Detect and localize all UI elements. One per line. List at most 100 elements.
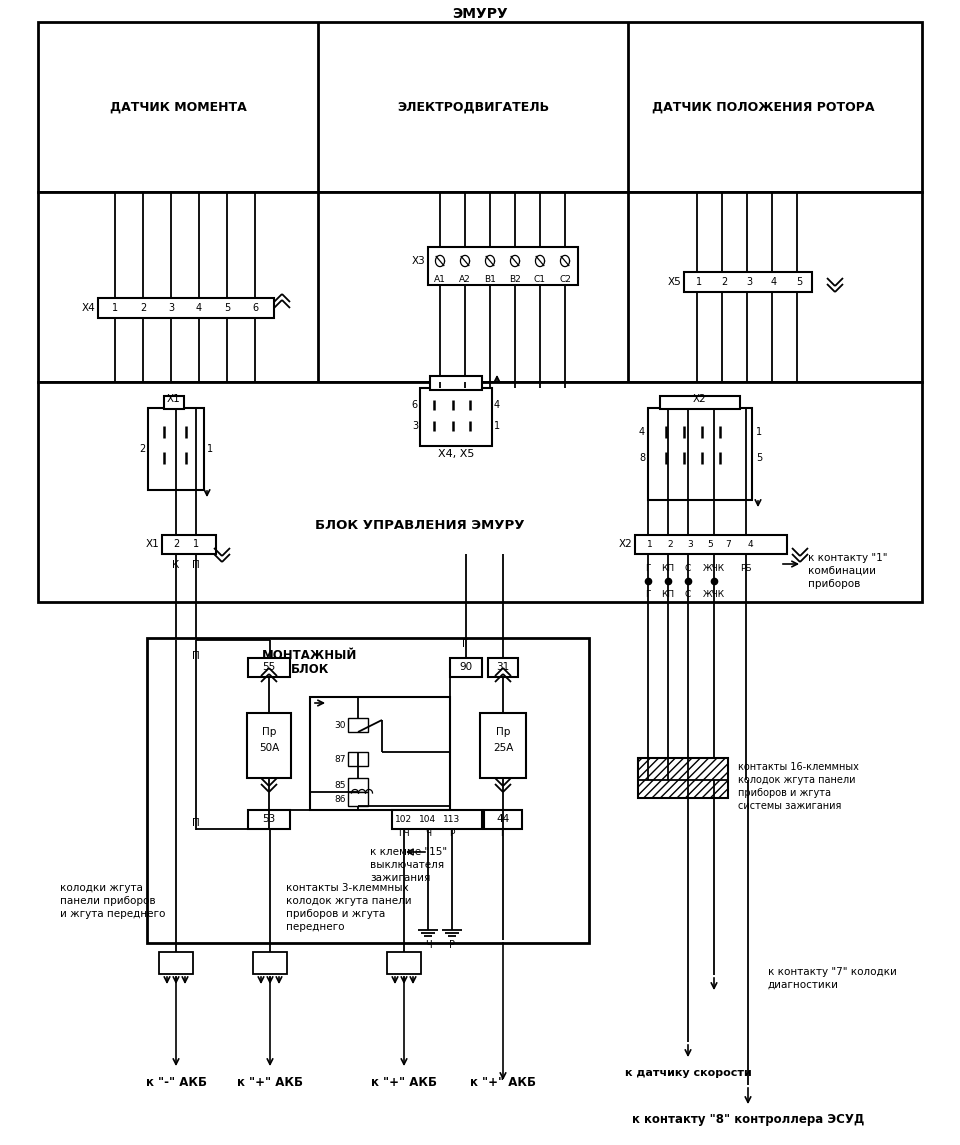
Text: C2: C2 (559, 275, 571, 284)
Text: 5: 5 (224, 303, 230, 313)
Text: 2: 2 (139, 444, 145, 455)
Text: Х1: Х1 (167, 394, 180, 404)
Text: ЭМУРУ: ЭМУРУ (452, 7, 508, 21)
Text: 5: 5 (796, 277, 803, 287)
Bar (162, 535, 216, 554)
Text: 31: 31 (496, 662, 510, 672)
Text: 1: 1 (494, 421, 500, 431)
Text: C1: C1 (534, 275, 546, 284)
Bar (638, 758, 728, 798)
Text: Ч: Ч (425, 829, 431, 837)
Text: колодок жгута панели: колодок жгута панели (738, 775, 855, 785)
Bar (248, 810, 290, 829)
Bar (348, 752, 368, 766)
Bar (38, 22, 922, 192)
Text: Х2: Х2 (618, 539, 632, 548)
Text: 85: 85 (334, 781, 346, 790)
Text: Х4, Х5: Х4, Х5 (438, 449, 474, 459)
Bar (348, 718, 368, 732)
Text: Х2: Х2 (693, 394, 707, 404)
Text: к контакту "7" колодки: к контакту "7" колодки (768, 968, 897, 977)
Text: ЖЧК: ЖЧК (703, 563, 725, 572)
Text: ДАТЧИК ПОЛОЖЕНИЯ РОТОРА: ДАТЧИК ПОЛОЖЕНИЯ РОТОРА (652, 101, 875, 113)
Text: Р: Р (449, 829, 455, 837)
Text: ЭЛЕКТРОДВИГАТЕЛЬ: ЭЛЕКТРОДВИГАТЕЛЬ (396, 101, 549, 113)
Text: БЛОК: БЛОК (291, 663, 329, 676)
Text: Х3: Х3 (411, 256, 425, 266)
Bar (38, 192, 922, 382)
Text: КП: КП (661, 563, 675, 572)
Text: ЖЧК: ЖЧК (703, 590, 725, 599)
Text: С: С (684, 563, 691, 572)
Text: 1: 1 (112, 303, 118, 313)
Text: 4: 4 (494, 400, 500, 410)
Text: 86: 86 (334, 795, 346, 804)
Text: 1: 1 (647, 539, 653, 548)
Bar (310, 697, 450, 810)
Text: приборов и жгута: приборов и жгута (738, 788, 831, 798)
Text: A2: A2 (459, 275, 470, 284)
Bar (480, 713, 526, 777)
Text: 4: 4 (771, 277, 777, 287)
Text: переднего: переднего (286, 922, 345, 932)
Text: зажигания: зажигания (370, 872, 430, 883)
Text: 113: 113 (444, 814, 461, 823)
Text: Х1: Х1 (145, 539, 159, 548)
Text: 30: 30 (334, 720, 346, 729)
Bar (159, 951, 193, 974)
Bar (164, 396, 184, 409)
Text: к "+" АКБ: к "+" АКБ (470, 1076, 536, 1090)
Bar (450, 658, 482, 677)
Text: МОНТАЖНЫЙ: МОНТАЖНЫЙ (262, 648, 358, 662)
Text: 6: 6 (412, 400, 418, 410)
Text: КП: КП (661, 590, 675, 599)
Text: 3: 3 (168, 303, 174, 313)
Text: комбинации: комбинации (808, 566, 876, 576)
Text: 4: 4 (747, 539, 753, 548)
Text: 1: 1 (193, 539, 199, 548)
Bar (484, 810, 522, 829)
Text: 6: 6 (252, 303, 258, 313)
Text: Г: Г (500, 829, 506, 837)
Text: Х4: Х4 (82, 303, 95, 313)
Text: 44: 44 (496, 814, 510, 824)
Bar (348, 777, 368, 792)
Text: Х5: Х5 (667, 277, 681, 287)
Text: П: П (192, 818, 200, 828)
Bar (248, 658, 290, 677)
Text: 2: 2 (173, 539, 180, 548)
Text: приборов и жгута: приборов и жгута (286, 909, 385, 919)
Text: РБ: РБ (740, 563, 752, 572)
Text: к "+" АКБ: к "+" АКБ (237, 1076, 303, 1090)
Text: 90: 90 (460, 662, 472, 672)
Text: Пр: Пр (262, 727, 276, 737)
Text: выключателя: выключателя (370, 860, 444, 870)
Text: П: П (192, 560, 200, 570)
Text: 1: 1 (207, 444, 213, 455)
Text: к "+" АКБ: к "+" АКБ (371, 1076, 437, 1090)
Text: БЛОК УПРАВЛЕНИЯ ЭМУРУ: БЛОК УПРАВЛЕНИЯ ЭМУРУ (315, 519, 525, 531)
Text: 5: 5 (708, 539, 713, 548)
Bar (660, 396, 740, 409)
Text: 102: 102 (396, 814, 413, 823)
Text: 55: 55 (262, 662, 276, 672)
Text: 1: 1 (696, 277, 702, 287)
Text: 8: 8 (638, 453, 645, 463)
Text: ГЧ: ГЧ (398, 829, 410, 837)
Bar (38, 382, 922, 602)
Text: 104: 104 (420, 814, 437, 823)
Text: 3: 3 (687, 539, 693, 548)
Text: 7: 7 (725, 539, 731, 548)
Bar (148, 408, 204, 490)
Bar (420, 388, 492, 447)
Bar (648, 408, 752, 500)
Text: Р: Р (449, 940, 455, 950)
Bar (684, 273, 812, 292)
Text: Г: Г (645, 563, 651, 572)
Bar (147, 638, 589, 943)
Text: 53: 53 (262, 814, 276, 824)
Text: 4: 4 (196, 303, 202, 313)
Bar (428, 247, 578, 285)
Text: и жгута переднего: и жгута переднего (60, 909, 165, 919)
Text: к клемме "15": к клемме "15" (370, 847, 447, 856)
